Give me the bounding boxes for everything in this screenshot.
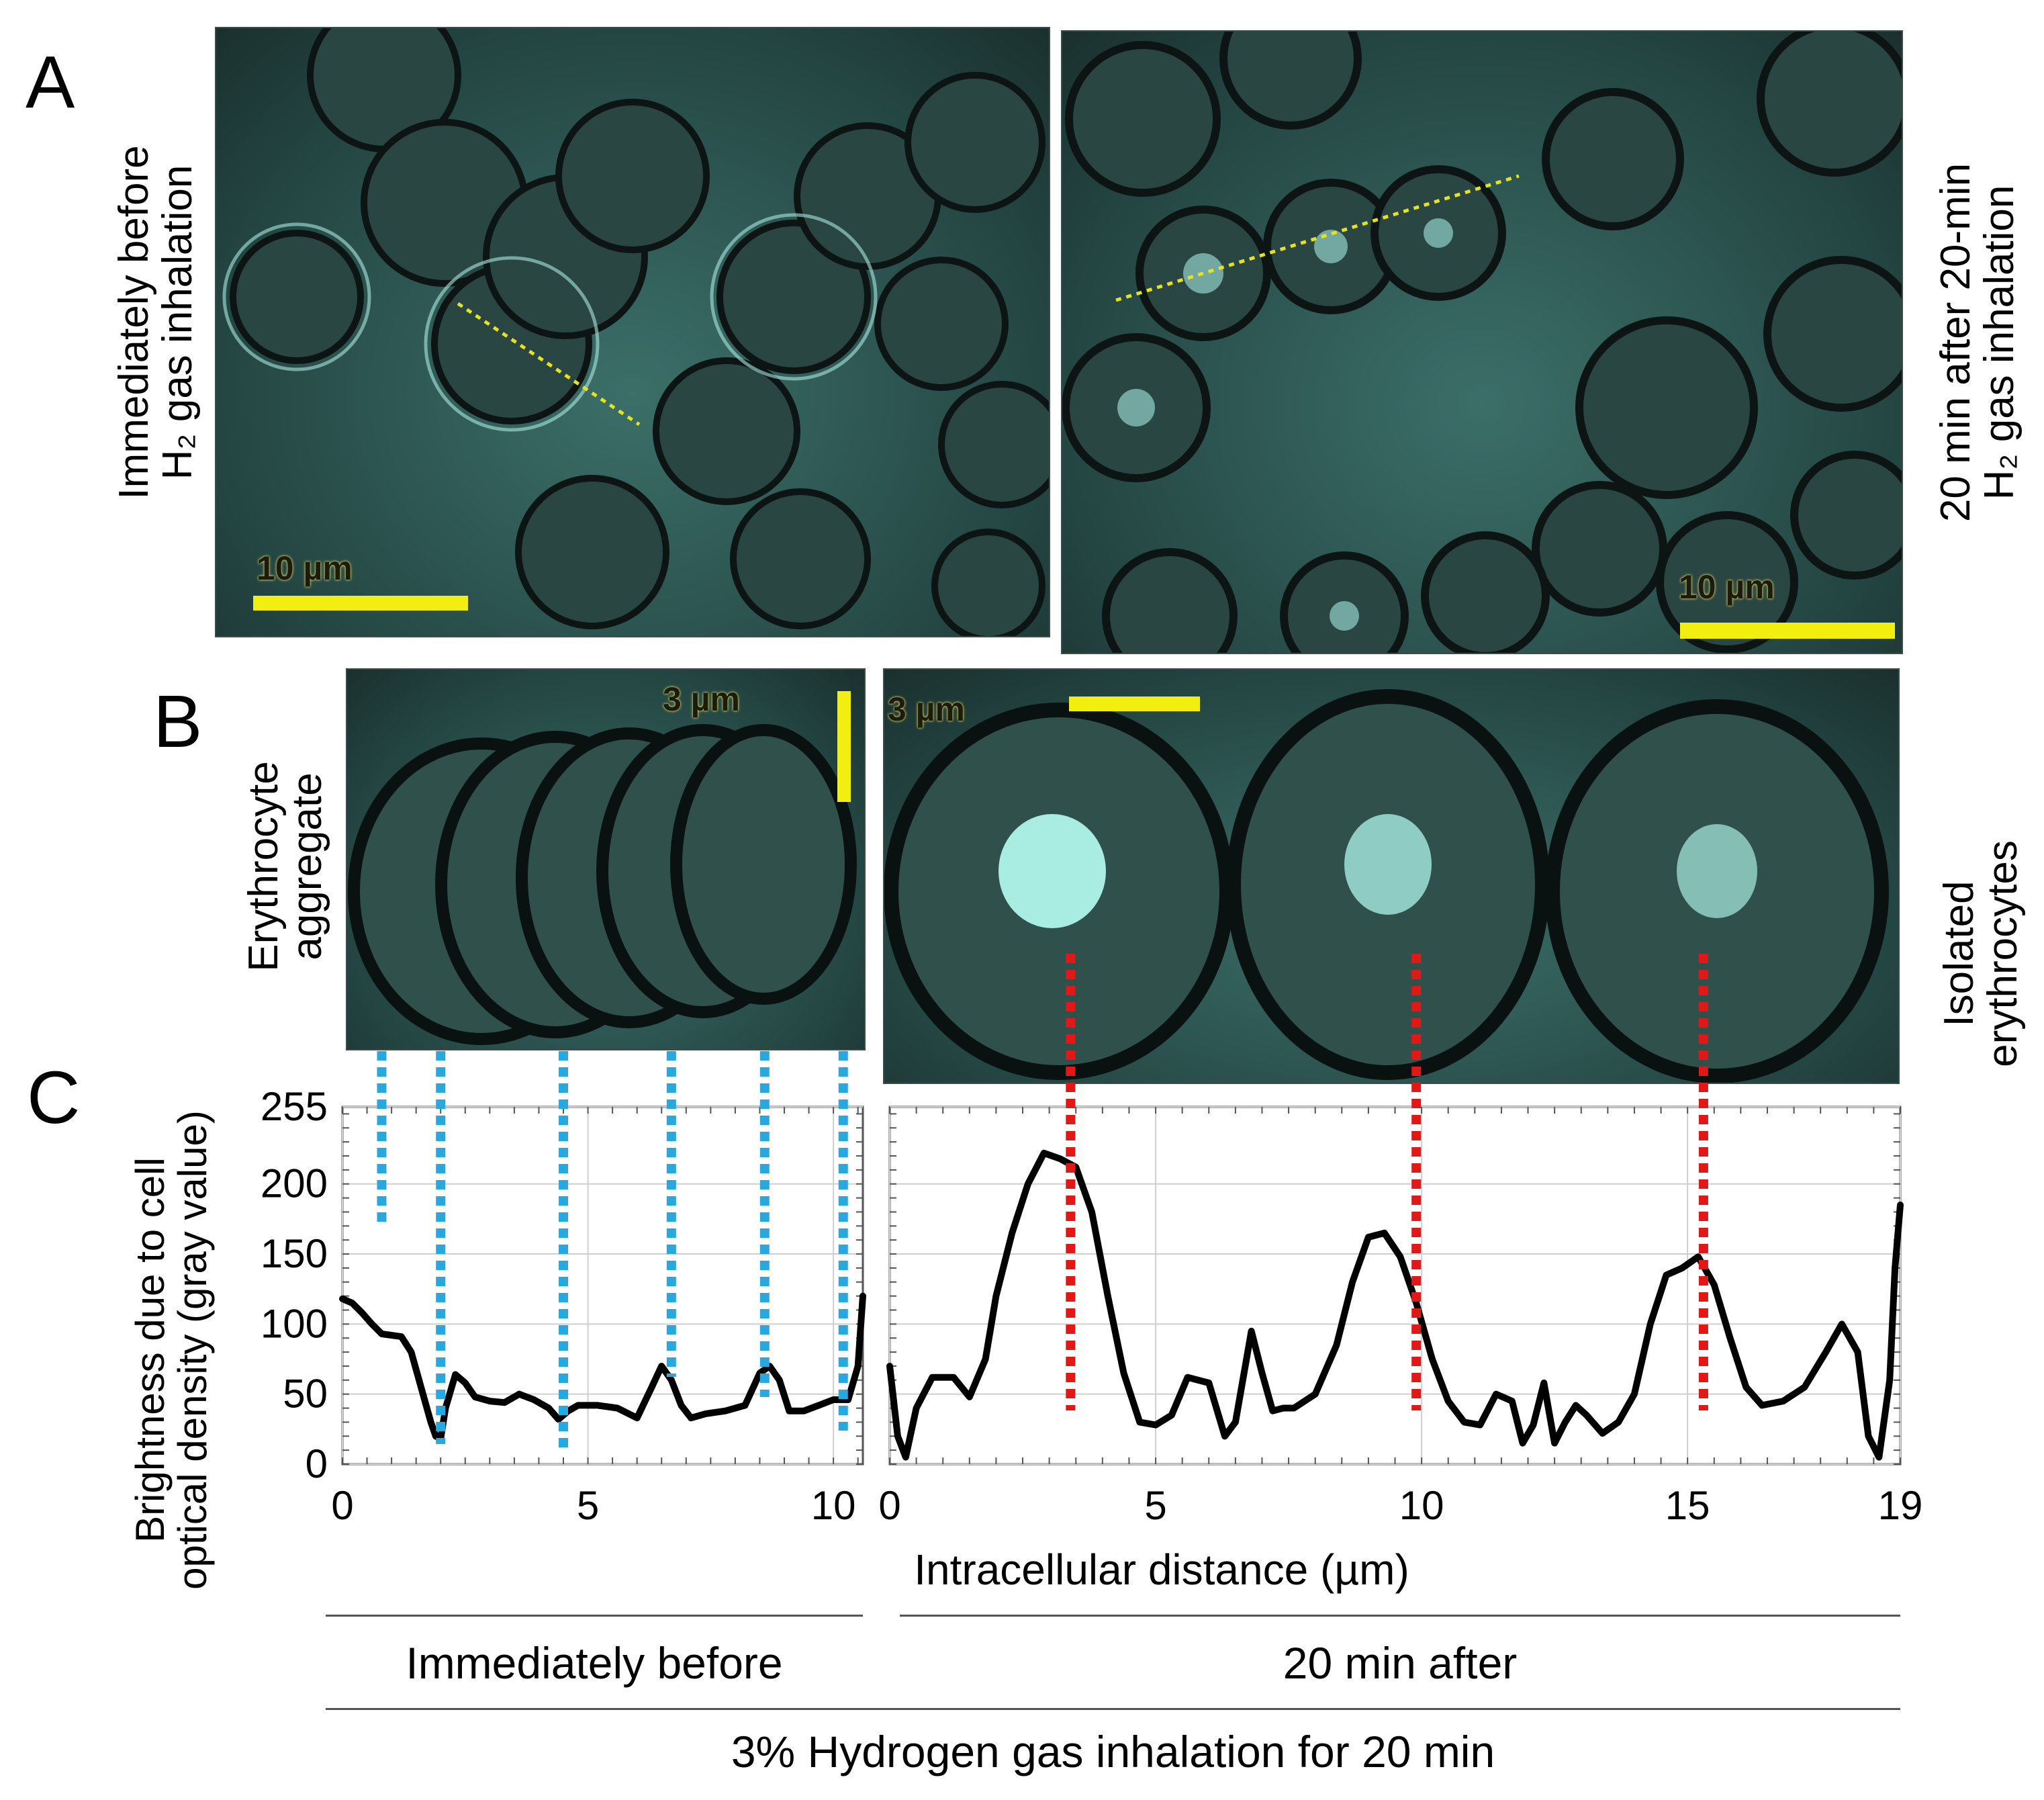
x-axis-label: Intracellular distance (µm)	[914, 1545, 1409, 1594]
scale-bar-b-left	[837, 691, 851, 802]
scale-bar-a-right	[1680, 623, 1895, 639]
micrograph-aggregate: 3 µm	[346, 668, 866, 1050]
panel-letter-b: B	[153, 680, 203, 763]
x-tick-label-after: 5	[1144, 1483, 1166, 1528]
x-tick-label-before: 0	[331, 1483, 353, 1528]
plot-frame-before	[341, 1106, 864, 1466]
x-tick-label-after: 10	[1399, 1483, 1444, 1528]
y-tick-label: 100	[261, 1301, 328, 1346]
group-label-before: Immediately before	[406, 1638, 783, 1688]
scale-label-a-right: 10 µm	[1679, 568, 1775, 606]
scale-label-b-left: 3 µm	[663, 680, 740, 718]
micrograph-after-cells	[1062, 32, 1902, 653]
x-tick-label-before: 10	[811, 1483, 856, 1528]
panel-letter-c: C	[27, 1056, 81, 1139]
micrograph-isolated: 3 µm	[883, 668, 1900, 1084]
group-rule-right	[900, 1615, 1900, 1617]
x-tick-label-after: 0	[878, 1483, 900, 1528]
y-tick-label: 255	[261, 1084, 328, 1129]
scale-bar-b-right	[1069, 696, 1200, 711]
group-label-after: 20 min after	[1283, 1638, 1518, 1688]
series-line-after	[886, 1149, 1904, 1461]
y-tick-label: 150	[261, 1231, 328, 1276]
x-tick-label-after: 15	[1665, 1483, 1710, 1528]
plot-frame-after	[888, 1106, 1902, 1466]
x-tick-label-before: 5	[577, 1483, 599, 1528]
y-tick-label: 50	[283, 1371, 328, 1416]
y-tick-label: 0	[306, 1441, 328, 1486]
y-tick-label: 200	[261, 1161, 328, 1206]
micrograph-after: 10 µm	[1061, 30, 1903, 654]
x-tick-label-after: 19	[1878, 1483, 1923, 1528]
chart-after: 0 5 10 15 19	[878, 954, 1922, 1528]
series-line-before	[339, 1292, 866, 1443]
micrograph-before-cells	[222, 28, 1049, 636]
micrograph-aggregate-cells	[348, 724, 857, 1045]
group-rule-left	[326, 1615, 863, 1617]
micrograph-isolated-cells	[884, 689, 1889, 1083]
scale-label-b-right: 3 µm	[888, 690, 965, 728]
scale-bar-a-left	[253, 596, 468, 611]
micrograph-before: 10 µm	[215, 27, 1050, 637]
panel-letter-a: A	[26, 41, 75, 124]
group-label-all: 3% Hydrogen gas inhalation for 20 min	[731, 1727, 1495, 1776]
scale-label-a-left: 10 µm	[257, 549, 353, 587]
group-rule-all	[326, 1708, 1900, 1710]
